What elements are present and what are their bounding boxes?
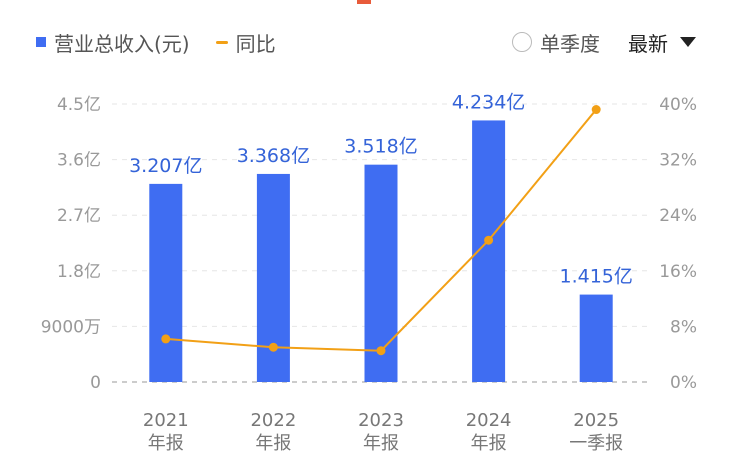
y-right-tick-label: 32% <box>659 151 697 171</box>
legend-item-revenue[interactable]: 营业总收入(元) <box>36 28 190 57</box>
bar-value-label: 3.518亿 <box>344 136 417 158</box>
x-category-period: 年报 <box>471 433 507 454</box>
x-category-period: 年报 <box>148 433 184 454</box>
chart-legend: 营业总收入(元) 同比 <box>36 26 302 58</box>
top-accent-mark <box>357 0 371 4</box>
yoy-point <box>484 235 494 245</box>
y-right-tick-label: 0% <box>670 373 697 393</box>
y-left-tick-label: 4.5亿 <box>57 95 101 115</box>
line-swatch-icon <box>215 40 228 44</box>
bar-value-label: 3.368亿 <box>237 145 310 167</box>
caret-down-icon <box>680 37 696 47</box>
x-category-year: 2023 <box>358 410 404 431</box>
yoy-point <box>268 342 278 352</box>
bar-value-label: 1.415亿 <box>559 266 632 288</box>
x-category-year: 2022 <box>250 410 296 431</box>
yoy-point <box>591 105 601 115</box>
yoy-point <box>161 334 171 344</box>
y-left-tick-label: 2.7亿 <box>57 206 101 226</box>
yoy-point <box>376 346 386 356</box>
bar-value-label: 3.207亿 <box>129 155 202 177</box>
legend-revenue-label: 营业总收入(元) <box>54 31 190 56</box>
bar <box>149 183 183 382</box>
latest-dropdown-label: 最新 <box>628 31 668 56</box>
y-right-tick-label: 40% <box>659 95 697 115</box>
y-left-tick-label: 1.8亿 <box>57 262 101 282</box>
x-category-year: 2025 <box>573 410 619 431</box>
x-category-year: 2024 <box>466 410 512 431</box>
y-left-tick-label: 0 <box>90 373 101 393</box>
x-category-period: 年报 <box>255 433 291 454</box>
y-right-tick-label: 16% <box>659 262 697 282</box>
x-category-period: 一季报 <box>569 433 623 454</box>
single-quarter-label[interactable]: 单季度 <box>540 31 600 56</box>
bar <box>579 294 613 382</box>
bar-value-label: 4.234亿 <box>452 91 525 113</box>
y-left-tick-label: 3.6亿 <box>57 151 101 171</box>
legend-yoy-label: 同比 <box>235 31 276 56</box>
y-right-tick-label: 8% <box>670 317 697 337</box>
y-left-tick-label: 9000万 <box>41 317 101 337</box>
bar <box>364 164 398 382</box>
single-quarter-radio[interactable] <box>512 32 532 52</box>
x-category-period: 年报 <box>363 433 399 454</box>
y-right-tick-label: 24% <box>659 206 697 226</box>
chart-controls: 单季度 最新 <box>512 26 696 58</box>
legend-item-yoy[interactable]: 同比 <box>215 28 276 57</box>
latest-dropdown[interactable]: 最新 <box>628 28 696 57</box>
x-category-year: 2021 <box>143 410 189 431</box>
bar-swatch-icon <box>36 37 46 47</box>
